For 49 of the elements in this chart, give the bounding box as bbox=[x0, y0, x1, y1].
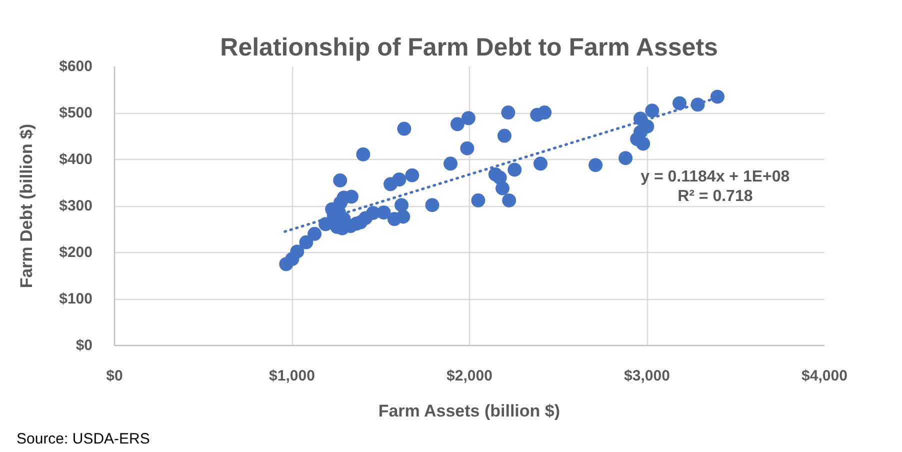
point bbox=[538, 106, 552, 120]
point bbox=[672, 96, 686, 110]
point bbox=[397, 122, 412, 136]
y-tick-label: $400 bbox=[59, 151, 93, 168]
point bbox=[508, 162, 522, 177]
point bbox=[444, 156, 458, 171]
x-tick-label: $4,000 bbox=[802, 368, 848, 384]
point bbox=[308, 226, 322, 241]
point bbox=[471, 193, 486, 208]
point bbox=[534, 156, 548, 171]
point bbox=[588, 158, 603, 172]
point bbox=[461, 111, 476, 126]
x-tick-label: $3,000 bbox=[624, 368, 670, 384]
point bbox=[497, 128, 512, 143]
x-tick-label: $1,000 bbox=[269, 368, 315, 384]
annotation: y = 0.1184x + 1E+08 bbox=[640, 168, 790, 186]
point bbox=[376, 206, 391, 220]
y-tick-label: $300 bbox=[59, 198, 93, 214]
point bbox=[333, 173, 348, 188]
point bbox=[290, 244, 304, 259]
x-axis-title: Farm Assets (billion $) bbox=[378, 402, 560, 420]
annotation: R² = 0.718 bbox=[678, 188, 753, 206]
y-tick-label: $600 bbox=[59, 58, 93, 75]
point bbox=[501, 106, 516, 120]
point bbox=[356, 147, 370, 162]
point bbox=[392, 172, 406, 186]
x-tick-label: $0 bbox=[106, 368, 123, 384]
point bbox=[496, 181, 510, 196]
point bbox=[425, 198, 440, 212]
point bbox=[645, 104, 660, 118]
point bbox=[460, 141, 474, 156]
point bbox=[710, 90, 724, 104]
y-tick-label: $500 bbox=[59, 104, 93, 122]
point bbox=[640, 120, 654, 134]
x-tick-label: $2,000 bbox=[446, 368, 492, 384]
point bbox=[396, 210, 410, 224]
chart-title: Relationship of Farm Debt to Farm Assets bbox=[220, 34, 718, 62]
point bbox=[405, 168, 420, 182]
y-axis-title: Farm Debt (billion $) bbox=[17, 124, 36, 288]
point bbox=[299, 235, 314, 250]
point bbox=[450, 117, 464, 132]
y-tick-label: $0 bbox=[76, 337, 93, 354]
point bbox=[636, 136, 650, 151]
source-note: Source: USDA-ERS bbox=[16, 430, 150, 448]
y-tick-label: $200 bbox=[59, 244, 93, 261]
y-tick-label: $100 bbox=[59, 290, 93, 308]
point bbox=[502, 193, 516, 208]
point bbox=[394, 198, 409, 212]
point bbox=[618, 151, 633, 166]
